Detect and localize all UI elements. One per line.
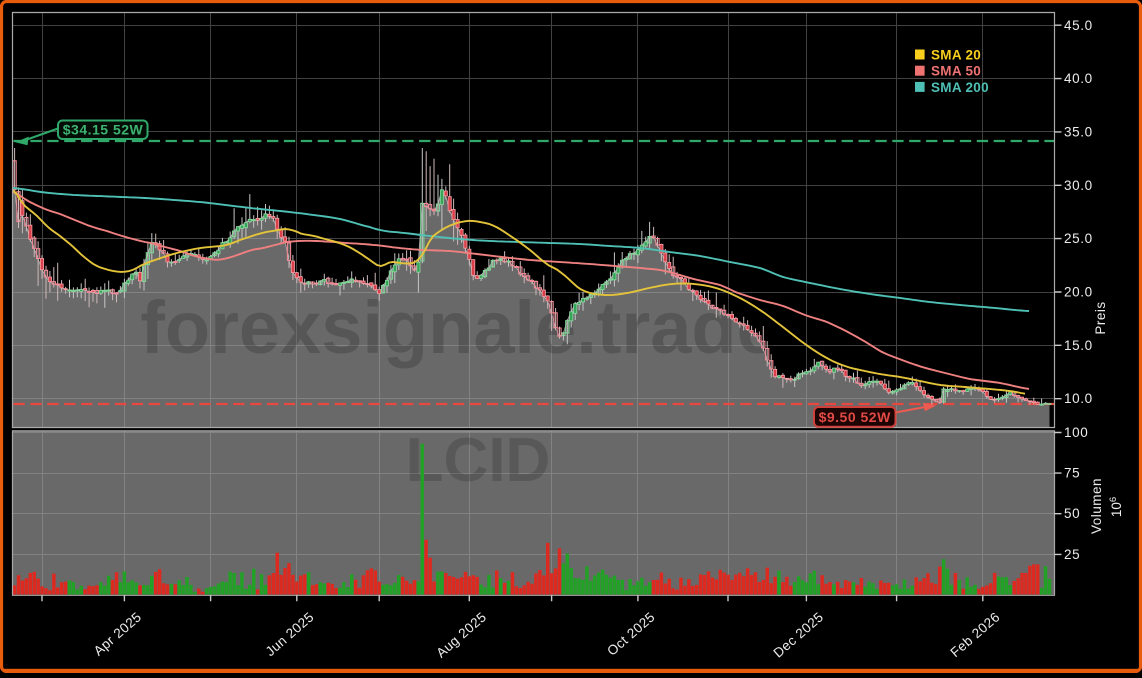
svg-text:SMA 50: SMA 50 bbox=[931, 64, 981, 79]
svg-text:Preis: Preis bbox=[1093, 301, 1108, 334]
svg-text:SMA 200: SMA 200 bbox=[931, 80, 989, 95]
svg-text:Volumen: Volumen bbox=[1089, 478, 1104, 534]
svg-text:75: 75 bbox=[1064, 466, 1080, 481]
svg-text:50: 50 bbox=[1064, 506, 1080, 521]
svg-text:LCID: LCID bbox=[406, 426, 551, 495]
svg-text:25.0: 25.0 bbox=[1064, 231, 1093, 246]
svg-text:20.0: 20.0 bbox=[1064, 285, 1093, 300]
svg-text:15.0: 15.0 bbox=[1064, 338, 1093, 353]
svg-text:35.0: 35.0 bbox=[1064, 124, 1093, 139]
svg-text:25: 25 bbox=[1064, 547, 1080, 562]
svg-text:$34.15 52W: $34.15 52W bbox=[63, 121, 144, 137]
svg-text:$9.50 52W: $9.50 52W bbox=[819, 409, 891, 425]
svg-text:100: 100 bbox=[1064, 425, 1088, 440]
svg-text:30.0: 30.0 bbox=[1064, 178, 1093, 193]
svg-text:10.0: 10.0 bbox=[1064, 391, 1093, 406]
svg-text:40.0: 40.0 bbox=[1064, 71, 1093, 86]
svg-text:forexsignale.trade: forexsignale.trade bbox=[140, 286, 777, 369]
svg-text:SMA 20: SMA 20 bbox=[931, 47, 981, 62]
svg-text:45.0: 45.0 bbox=[1064, 18, 1093, 33]
